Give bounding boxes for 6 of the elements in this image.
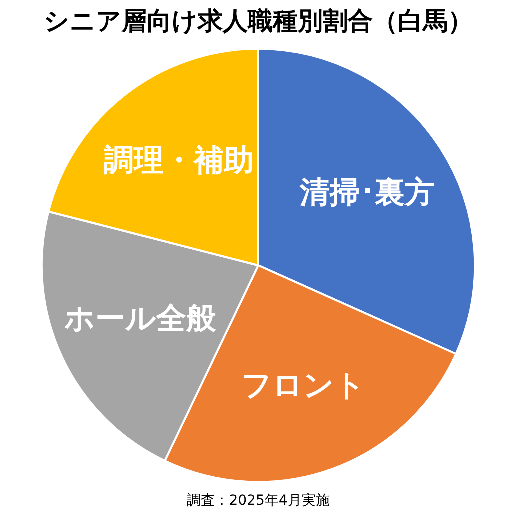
text: 調査：2025年4月実施	[187, 493, 330, 510]
slice-label: 清掃･裏方	[299, 176, 436, 211]
slice-label: フロント	[241, 368, 366, 404]
chart-title: シニア層向け求人職種別割合（白馬）	[44, 6, 473, 36]
slice-label: ホール全般	[64, 301, 218, 336]
slice-label: 調理・補助	[104, 144, 254, 179]
